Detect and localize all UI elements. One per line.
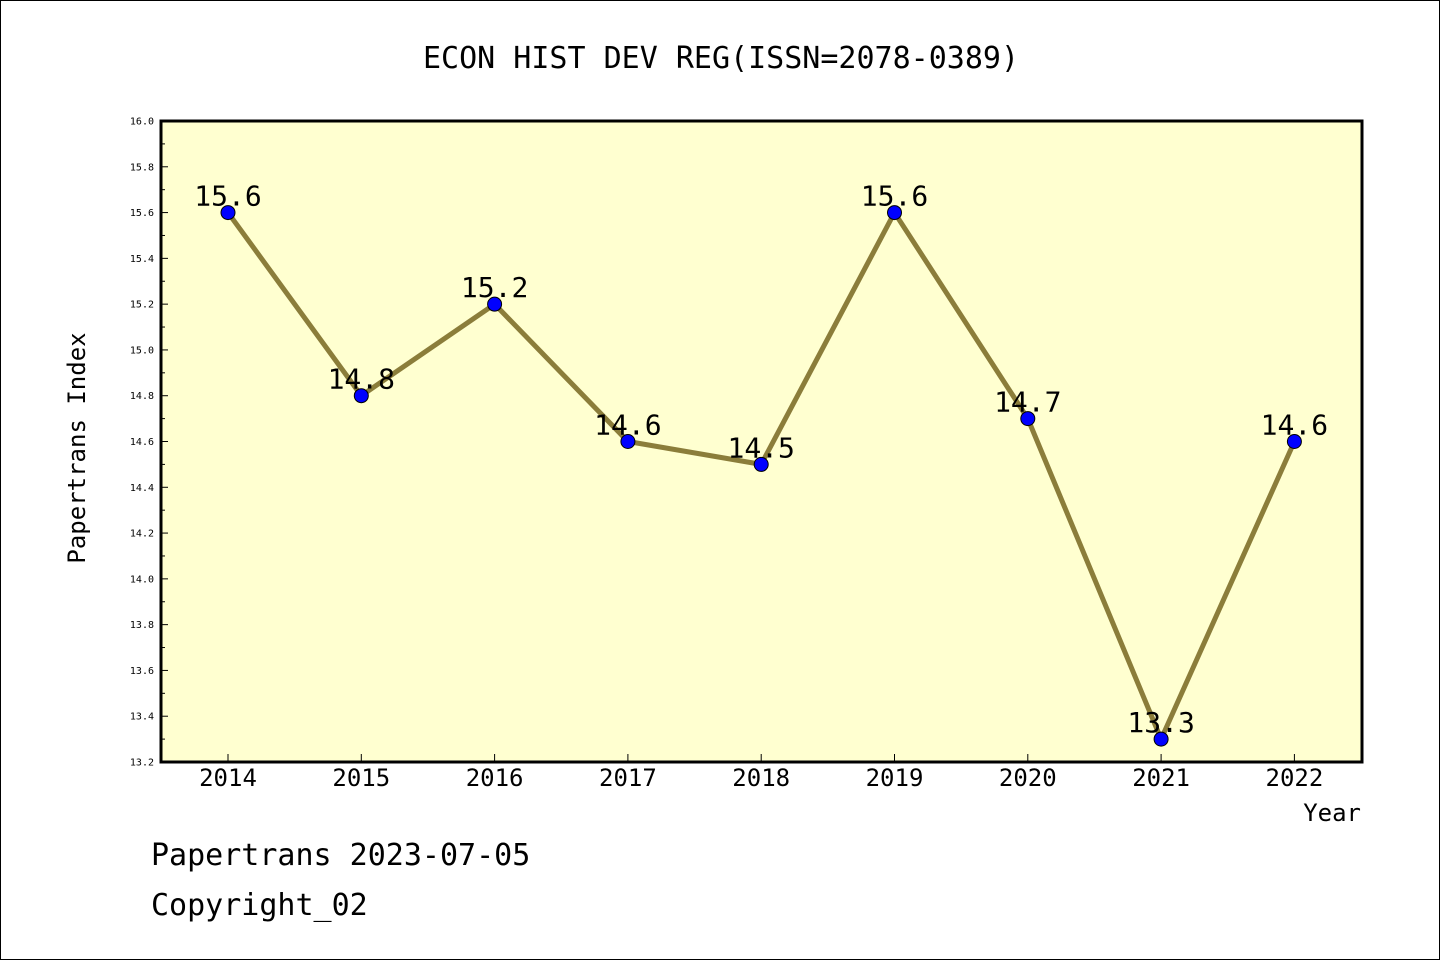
data-point-marker [220,205,236,221]
x-tick-label: 2019 [866,764,924,792]
data-point-marker [1020,411,1036,427]
data-point-marker [487,296,503,312]
data-label: 14.6 [594,409,661,442]
data-point-marker [1286,434,1302,449]
y-tick-label: 14.0 [130,574,154,585]
data-point-marker [1153,731,1169,747]
chart-title: ECON HIST DEV REG(ISSN=2078-0389) [423,41,1019,76]
y-tick-label: 13.2 [130,758,154,769]
y-tick-label: 15.4 [130,254,154,265]
data-label: 14.5 [727,431,794,464]
y-tick-label: 13.8 [130,620,154,631]
y-tick-label: 14.6 [130,437,154,448]
x-tick-label: 2018 [732,764,790,792]
data-label: 15.2 [461,271,528,304]
y-tick-label: 14.2 [130,529,154,540]
x-tick-label: 2022 [1266,764,1324,792]
x-tick-label: 2016 [466,764,524,792]
y-tick-label: 15.2 [130,300,154,311]
x-tick-label: 2020 [999,764,1057,792]
data-point-marker [887,205,902,221]
y-tick-label: 15.6 [130,208,154,219]
y-tick-label: 13.6 [130,666,154,677]
plot-frame [159,119,1364,764]
y-tick-label: 15.0 [130,345,154,356]
data-label: 15.6 [861,180,928,213]
plot-area [161,121,1362,762]
y-axis-label: Papertrans Index [63,332,91,563]
series-line-group: 15.6 14.8 15.2 14.6 14.5 15.6 14.7 13.3 14.6 [194,180,1328,747]
x-tick-label: 2017 [599,764,657,792]
y-tick-label: 14.4 [130,483,154,494]
x-axis-ticks: 2014 2015 2016 2017 2018 2019 2020 2021 2022 [199,754,1323,792]
footer-copyright: Copyright_02 [151,888,368,923]
y-tick-label: 15.8 [130,162,154,173]
x-tick-label: 2014 [199,764,257,792]
data-label: 14.8 [328,363,395,396]
data-label: 15.6 [194,180,261,213]
y-tick-label: 16.0 [130,117,154,128]
x-tick-label: 2021 [1132,764,1190,792]
data-point-marker [753,456,769,472]
y-tick-label: 14.8 [130,391,154,402]
data-point-marker [353,388,369,404]
footer-date: Papertrans 2023-07-05 [151,838,530,873]
data-label: 13.3 [1127,706,1194,739]
data-label: 14.7 [994,386,1061,419]
data-label: 14.6 [1261,409,1328,442]
x-axis-label: Year [1303,799,1361,827]
data-point-marker [620,434,636,449]
y-tick-label: 13.4 [130,712,154,723]
x-tick-label: 2015 [332,764,390,792]
